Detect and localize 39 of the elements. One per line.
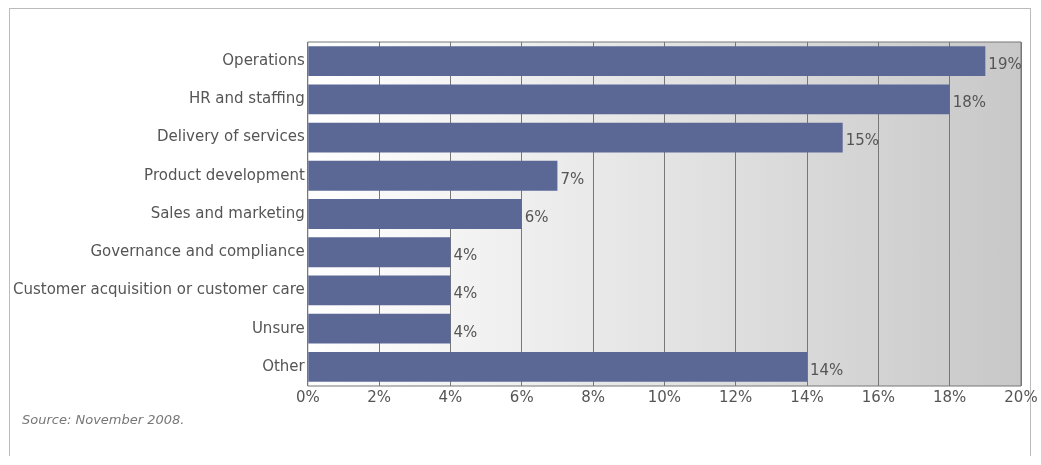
y-tick-label: Product development (144, 165, 305, 184)
bar (308, 122, 843, 153)
data-label: 18% (952, 93, 987, 112)
x-tick-label: 14% (790, 387, 824, 406)
bar (308, 237, 451, 268)
x-tick-label: 6% (509, 387, 534, 406)
y-tick-label: Operations (222, 51, 305, 69)
x-tick-label: 16% (861, 387, 896, 406)
data-label: 4% (453, 284, 478, 303)
x-tick-label: 4% (438, 387, 463, 406)
y-tick-label: HR and staffing (188, 89, 305, 108)
y-tick-label: Sales and marketing (150, 203, 305, 222)
bar (308, 46, 986, 77)
data-label: 4% (453, 246, 478, 265)
x-tick-label: 12% (719, 387, 753, 406)
bar (308, 84, 950, 115)
y-tick-label: Delivery of services (156, 127, 305, 146)
y-tick-label: Governance and compliance (90, 242, 305, 261)
x-tick-label: 20% (1004, 387, 1038, 406)
data-label: 19% (988, 55, 1022, 73)
x-tick-label: 2% (367, 387, 391, 406)
data-label: 7% (560, 169, 585, 188)
bar (308, 160, 558, 191)
bar (308, 313, 451, 344)
data-label: 14% (810, 360, 844, 379)
y-tick-label: Other (262, 356, 306, 375)
data-label: 6% (524, 207, 549, 226)
x-tick-label: 18% (933, 387, 967, 406)
bar (308, 199, 522, 229)
x-tick-label: 8% (581, 387, 605, 406)
data-label: 15% (845, 131, 880, 150)
y-tick-label: Customer acquisition or customer care (12, 280, 305, 299)
y-tick-label: Unsure (251, 318, 305, 337)
bar (308, 275, 451, 306)
x-tick-label: 0% (295, 387, 320, 406)
bar (308, 351, 808, 382)
data-label: 4% (453, 322, 478, 341)
x-tick-label: 10% (647, 387, 682, 406)
source-note: Source: November 2008. (22, 412, 185, 427)
